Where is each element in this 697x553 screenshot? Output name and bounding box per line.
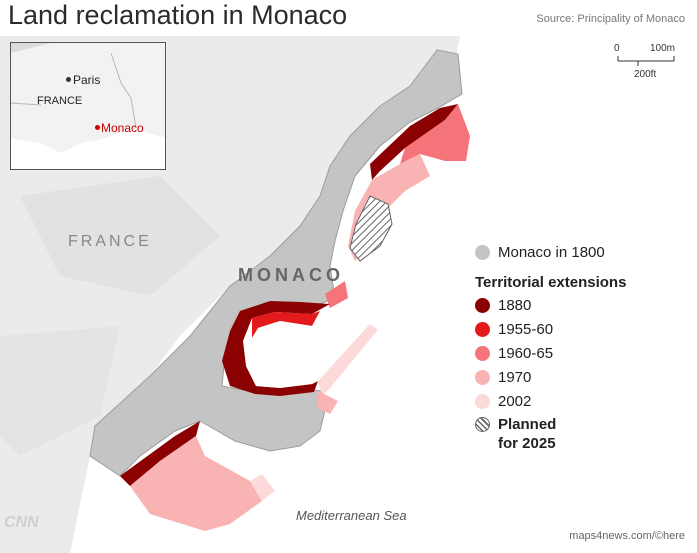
legend-swatch [475,297,490,313]
legend-item-label: 2002 [498,392,532,410]
scale-feet: 200ft [634,69,657,80]
extension-1960-harbour [325,281,348,308]
legend-swatch [475,345,490,361]
legend-planned: Planned for 2025 [475,415,690,453]
scale-zero: 0 [614,43,620,54]
legend-swatch [475,369,490,385]
extension-2002-fontvieille [250,474,275,501]
terrain-shading [20,176,220,296]
legend-swatch-base [475,244,490,260]
cnn-logo: CNN [4,514,39,531]
inset-borders [11,52,137,129]
inset-paris-label: Paris [73,73,101,87]
inset-sea [11,128,165,169]
scale-bar: 0 100m 200ft [612,43,682,83]
source-note: Source: Principality of Monaco [536,13,685,25]
legend-swatch-hatch [475,417,490,432]
legend-swatch [475,393,490,409]
inset-france-label: FRANCE [37,95,83,107]
legend-base: Monaco in 1800 [475,240,690,264]
monaco-1800 [89,49,463,477]
map-title: Land reclamation in Monaco [8,0,348,30]
legend-item-label: 1960-65 [498,344,554,362]
extension-1880-harbour [222,301,330,396]
inset-france-land [11,43,165,153]
legend-item: 1960-65 [475,341,690,365]
legend-item-label: 1880 [498,296,532,314]
extension-1960-ne [400,104,470,164]
extension-2002-pier [318,324,378,396]
monaco-marker [95,125,100,130]
legend-item-label: 1955-60 [498,320,554,338]
france-label: FRANCE [68,233,152,250]
extension-1880-sw [120,421,200,486]
extension-1970-harbour [318,391,338,414]
legend-item: 1880 [475,293,690,317]
map-area: Paris FRANCE Monaco FRANCE MONACO Medite… [0,36,697,553]
legend-item: 2002 [475,389,690,413]
extension-1880-ne [370,104,458,180]
sea-label: Mediterranean Sea [296,508,407,523]
planned-2025-area [349,195,393,262]
scale-line [617,56,675,66]
paris-marker [66,77,71,82]
credit-note: maps4news.com/©here [569,530,685,542]
scale-meters: 100m [650,43,676,54]
legend-item: 1955-60 [475,317,690,341]
terrain-shading-2 [0,326,120,456]
legend-planned-label: Planned for 2025 [498,415,556,453]
legend: Monaco in 1800 Territorial extensions 18… [475,240,690,453]
extension-1955-harbour [252,311,320,346]
inset-canvas [11,43,165,169]
legend-planned-line2: for 2025 [498,435,556,452]
legend-base-label: Monaco in 1800 [498,243,605,261]
extension-1970-fontvieille [130,436,262,531]
legend-planned-line1: Planned [498,416,557,433]
port-hercule-water [246,321,318,388]
legend-swatch [475,321,490,337]
legend-item-label: 1970 [498,368,532,386]
inset-map: Paris FRANCE Monaco [10,42,166,170]
legend-item: 1970 [475,365,690,389]
inset-monaco-label: Monaco [101,121,144,135]
legend-header: Territorial extensions [475,274,627,291]
monaco-label: MONACO [238,265,344,285]
